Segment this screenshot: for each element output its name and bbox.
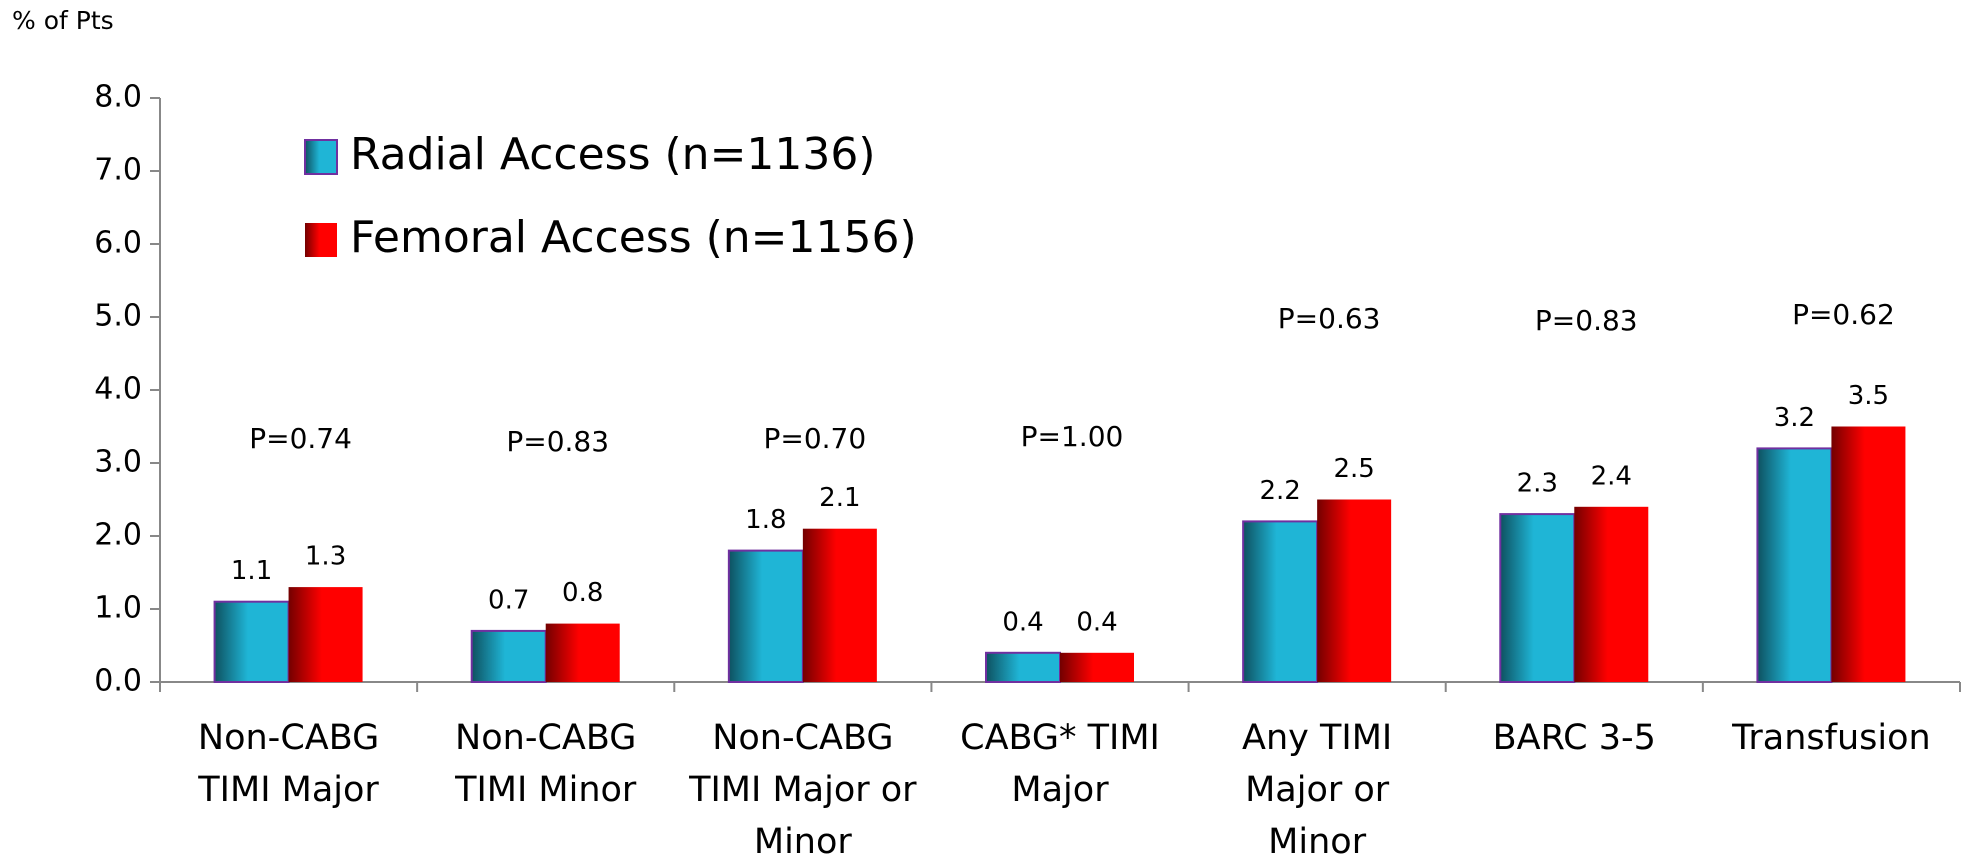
y-tick-label: 8.0 [94, 80, 142, 115]
y-axis-label: % of Pts [12, 6, 114, 35]
legend-label: Femoral Access (n=1156) [350, 212, 917, 263]
bar [802, 528, 877, 682]
legend-swatch [304, 139, 338, 175]
p-value-label: P=0.83 [1535, 304, 1638, 337]
y-tick-label: 6.0 [94, 226, 142, 261]
value-label: 2.1 [819, 483, 860, 513]
value-label: 0.7 [488, 585, 529, 615]
value-label: 0.8 [562, 578, 603, 608]
legend-swatch [305, 223, 337, 257]
x-tick-label: Non-CABG TIMI Major [197, 718, 380, 810]
bar [1060, 652, 1134, 682]
p-value-label: P=0.83 [506, 425, 609, 458]
x-tick-label: BARC 3-5 [1492, 718, 1656, 758]
value-label: 3.5 [1848, 381, 1889, 411]
value-label: 1.3 [305, 542, 346, 572]
p-value-label: P=0.70 [764, 422, 867, 455]
bar [985, 651, 1061, 683]
x-tick-label: Any TIMI Major or Minor [1242, 718, 1393, 858]
p-value-label: P=0.74 [249, 422, 352, 455]
value-label: 2.4 [1591, 461, 1632, 491]
bar [1317, 499, 1392, 682]
x-tick-label: CABG* TIMI Major [960, 718, 1160, 810]
bar [470, 629, 547, 684]
value-label: 3.2 [1774, 403, 1815, 433]
bar [1574, 506, 1649, 682]
value-label: 2.2 [1259, 476, 1300, 506]
y-tick-label: 4.0 [94, 372, 142, 407]
value-label: 0.4 [1076, 607, 1117, 637]
bar [213, 600, 290, 684]
p-value-label: P=1.00 [1021, 420, 1124, 453]
bar [1499, 513, 1576, 683]
y-tick-label: 7.0 [94, 153, 142, 188]
legend-label: Radial Access (n=1136) [350, 129, 876, 180]
bar [727, 549, 804, 683]
value-label: 2.3 [1517, 469, 1558, 499]
x-tick-label: Non-CABG TIMI Major or Minor [689, 718, 917, 858]
y-tick-label: 5.0 [94, 299, 142, 334]
y-tick-label: 1.0 [94, 591, 142, 626]
x-tick-label: Transfusion [1732, 718, 1931, 758]
p-value-label: P=0.63 [1278, 302, 1381, 335]
value-label: 0.4 [1002, 607, 1043, 637]
value-label: 2.5 [1333, 454, 1374, 484]
x-tick-label: Non-CABG TIMI Minor [455, 718, 637, 810]
y-tick-label: 2.0 [94, 518, 142, 553]
bar [1756, 447, 1833, 683]
bar [1831, 426, 1906, 682]
y-tick-label: 0.0 [94, 664, 142, 699]
bar [545, 623, 620, 682]
value-label: 1.1 [231, 556, 272, 586]
bar [1242, 520, 1319, 684]
p-value-label: P=0.62 [1792, 298, 1895, 331]
value-label: 1.8 [745, 505, 786, 535]
y-tick-label: 3.0 [94, 445, 142, 480]
bar [288, 587, 363, 682]
